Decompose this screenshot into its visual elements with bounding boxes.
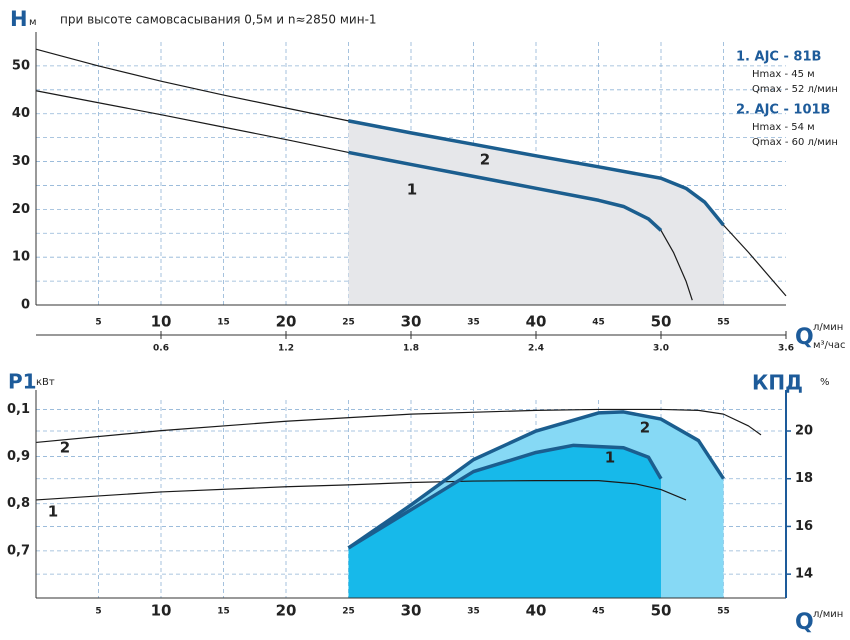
curve-label: 1 bbox=[407, 181, 417, 199]
curve-label: 2 bbox=[480, 151, 490, 169]
x2-tick-label: 3.6 bbox=[778, 344, 794, 354]
y-tick-label: 40 bbox=[12, 106, 30, 121]
x-label: Q bbox=[795, 325, 814, 350]
curve-label: 2 bbox=[640, 419, 650, 437]
y-tick-label: 0,1 bbox=[7, 402, 30, 417]
x2-tick-label: 2.4 bbox=[528, 344, 544, 354]
x-tick-label: 50 bbox=[651, 313, 672, 331]
x-tick-label: 20 bbox=[276, 602, 297, 620]
area bbox=[348, 445, 661, 598]
x-tick-label: 40 bbox=[526, 602, 547, 620]
x2-unit: м³/час bbox=[813, 340, 845, 351]
x-tick-label: 35 bbox=[467, 607, 480, 617]
x-tick-label: 5 bbox=[95, 607, 101, 617]
y-tick-label: 0,7 bbox=[7, 543, 30, 558]
plot: 2 1 2 1 bbox=[35, 390, 791, 599]
x-tick-label: 35 bbox=[467, 318, 480, 328]
x-tick-label: 25 bbox=[342, 318, 355, 328]
chart-title: при высоте самовсасывания 0,5м и n≈2850 … bbox=[60, 13, 377, 27]
y-tick-label: 0,9 bbox=[7, 449, 30, 464]
legend-note: Hmax - 45 м bbox=[752, 69, 815, 80]
x-tick-label: 55 bbox=[717, 607, 730, 617]
y-tick-label: 0 bbox=[21, 298, 30, 313]
x2-tick-label: 1.2 bbox=[278, 344, 294, 354]
y2-tick-label: 18 bbox=[795, 471, 813, 486]
x-unit: л/мин bbox=[813, 609, 843, 620]
x2-tick-label: 1.8 bbox=[403, 344, 419, 354]
curve-working bbox=[347, 410, 725, 550]
y2-tick-label: 14 bbox=[795, 567, 813, 582]
curve-label: 2 bbox=[60, 439, 70, 457]
legend-note: Hmax - 54 м bbox=[752, 122, 815, 133]
x-tick-label: 30 bbox=[401, 313, 422, 331]
x-tick-label: 5 bbox=[95, 318, 101, 328]
legend-entry: 1. AJC - 81B bbox=[736, 50, 821, 65]
area bbox=[348, 120, 724, 306]
x2-tick-label: 3.0 bbox=[653, 344, 669, 354]
legend-entry: 2. AJC - 101B bbox=[736, 103, 830, 118]
x-tick-label: 45 bbox=[592, 607, 605, 617]
legend-note: Qmax - 60 л/мин bbox=[752, 137, 838, 148]
x-tick-label: 45 bbox=[592, 318, 605, 328]
x-tick-label: 15 bbox=[217, 318, 230, 328]
y-unit: кВт bbox=[36, 377, 55, 388]
x-unit: л/мин bbox=[813, 322, 843, 333]
x2-tick-label: 0.6 bbox=[153, 344, 169, 354]
y-label: H bbox=[10, 7, 28, 31]
curve bbox=[35, 480, 687, 501]
curve-label: 1 bbox=[48, 503, 58, 521]
y-tick-label: 10 bbox=[12, 250, 30, 265]
y-tick-label: 20 bbox=[12, 202, 30, 217]
legend-note: Qmax - 52 л/мин bbox=[752, 84, 838, 95]
curve-working bbox=[347, 443, 663, 550]
y-tick-label: 50 bbox=[12, 58, 30, 73]
x-tick-label: 40 bbox=[526, 313, 547, 331]
x-tick-label: 30 bbox=[401, 602, 422, 620]
x-tick-label: 25 bbox=[342, 607, 355, 617]
curve-working bbox=[348, 150, 663, 232]
x-tick-label: 10 bbox=[151, 602, 172, 620]
x-tick-label: 15 bbox=[217, 607, 230, 617]
y2-unit: % bbox=[820, 377, 830, 388]
curve-working bbox=[348, 119, 725, 227]
x-label: Q bbox=[795, 610, 814, 635]
y-label: P1 bbox=[8, 370, 37, 394]
y-tick-label: 0,8 bbox=[7, 496, 30, 511]
x-tick-label: 10 bbox=[151, 313, 172, 331]
x-tick-label: 50 bbox=[651, 602, 672, 620]
y2-tick-label: 20 bbox=[795, 424, 813, 439]
plot: 12 bbox=[35, 32, 787, 339]
y2-tick-label: 16 bbox=[795, 519, 813, 534]
y-tick-label: 30 bbox=[12, 154, 30, 169]
x-tick-label: 20 bbox=[276, 313, 297, 331]
curve-label: 1 bbox=[605, 449, 615, 467]
y2-label: КПД bbox=[752, 371, 803, 395]
y-unit: м bbox=[29, 17, 37, 28]
x-tick-label: 55 bbox=[717, 318, 730, 328]
curve bbox=[35, 408, 762, 444]
